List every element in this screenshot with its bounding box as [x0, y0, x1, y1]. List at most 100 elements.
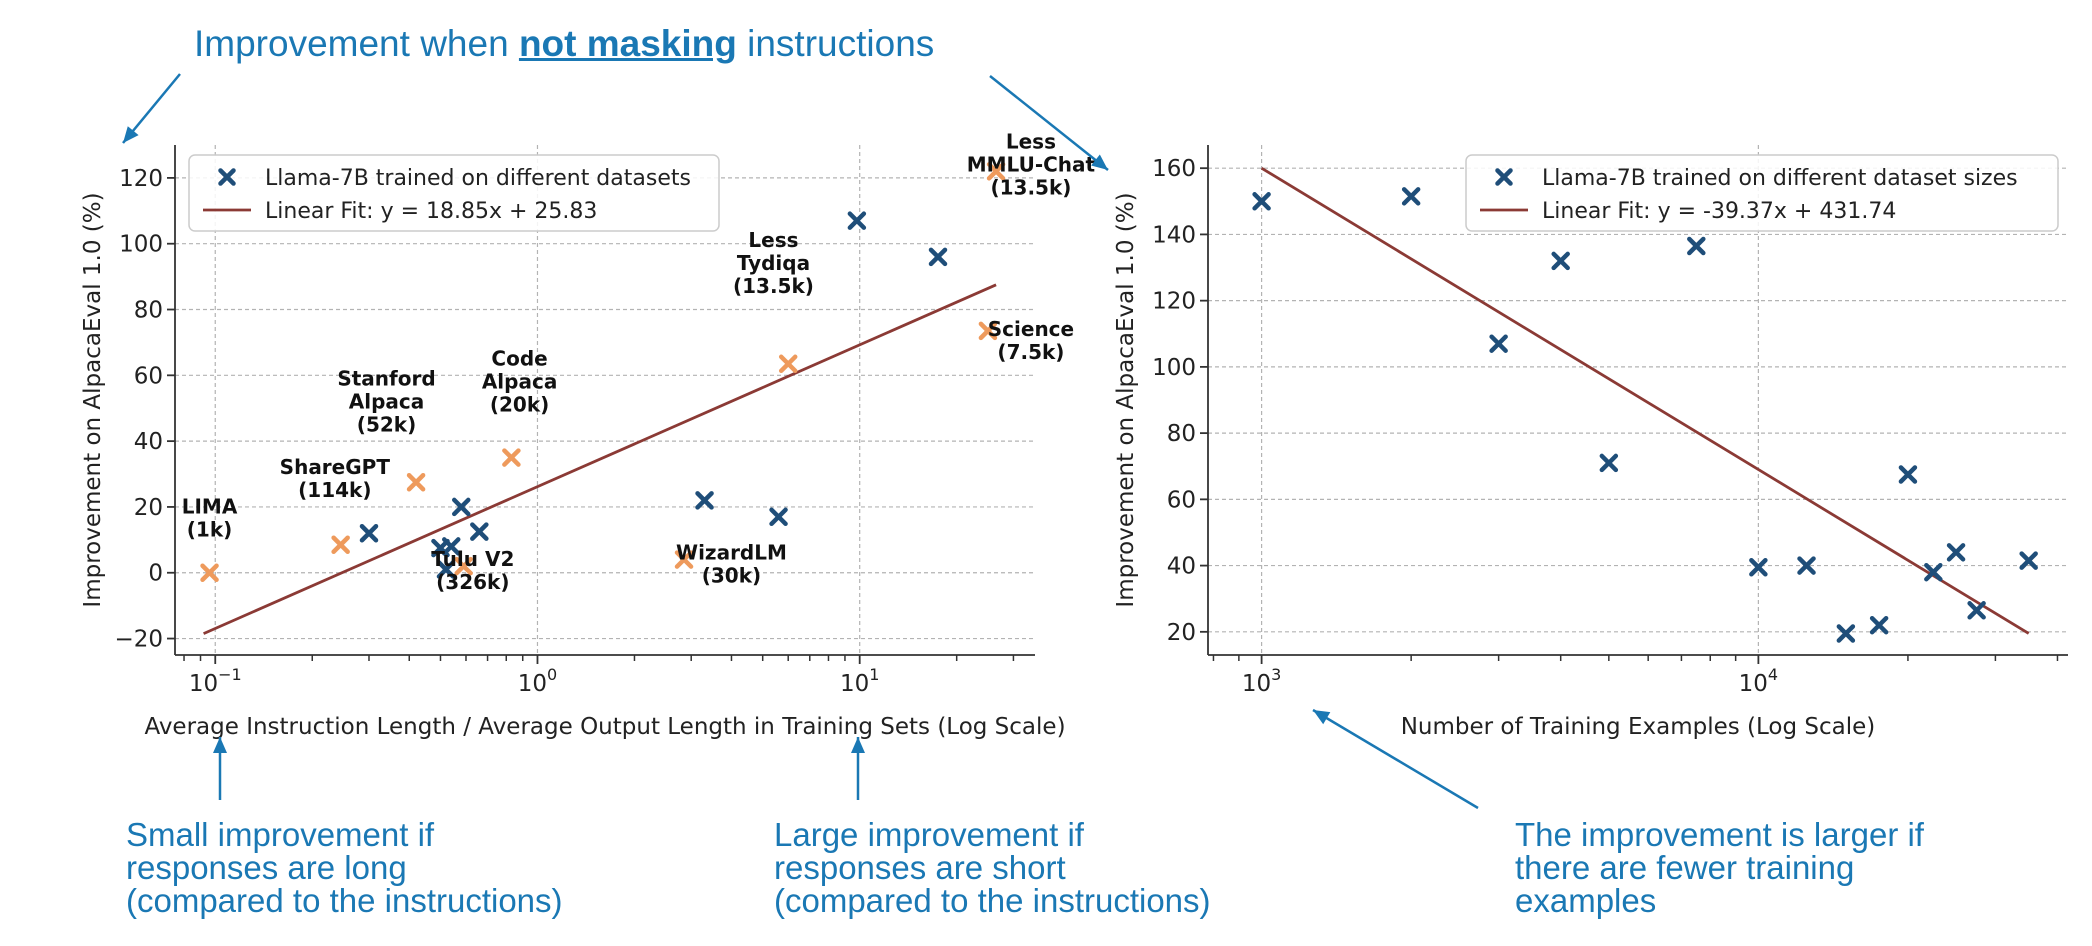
y-axis-label: Improvement on AlpacaEval 1.0 (%) — [1113, 192, 1139, 607]
arrow-head — [123, 126, 139, 143]
x-tick-base: 10 — [840, 671, 869, 697]
dataset-label: LIMA (1k) — [182, 495, 238, 542]
dataset-label: ShareGPT (114k) — [280, 455, 391, 502]
x-tick-exponent: 3 — [1271, 665, 1281, 684]
arrow-head — [851, 737, 865, 753]
dataset-label-line: LIMA — [182, 495, 238, 519]
note-fewer-examples: The improvement is larger if there are f… — [1515, 816, 1924, 919]
blue-data-point — [928, 247, 948, 267]
marker-stroke — [986, 162, 1006, 181]
blue-data-point — [1551, 251, 1570, 271]
marker-stroke — [2019, 551, 2038, 570]
orange-data-point — [978, 321, 998, 341]
marker-stroke — [359, 524, 379, 543]
blue-data-point — [1924, 562, 1943, 582]
marker-stroke — [1898, 465, 1918, 484]
dataset-label-line: (7.5k) — [997, 340, 1064, 364]
marker-stroke — [470, 522, 489, 541]
blue-data-point — [1749, 557, 1768, 577]
dataset-label-line: Stanford — [337, 366, 435, 390]
dataset-label-line: (13.5k) — [990, 175, 1071, 199]
marker-stroke — [778, 354, 798, 374]
x-tick-exponent: 1 — [869, 665, 879, 684]
x-tick-exponent: 4 — [1768, 665, 1778, 684]
dataset-label-line: MMLU-Chat — [967, 152, 1096, 176]
blue-data-point — [470, 522, 489, 541]
annotation-arrow — [1312, 708, 1479, 810]
orange-data-point — [454, 556, 473, 576]
dataset-label-line: Tydiqa — [737, 251, 810, 275]
dataset-label-line: (20k) — [490, 393, 549, 417]
annotation-arrow — [851, 737, 865, 800]
blue-data-point — [436, 560, 456, 579]
x-tick-label: 10−1 — [189, 665, 242, 697]
marker-stroke — [769, 507, 788, 527]
legend-label: Linear Fit: y = 18.85x + 25.83 — [265, 199, 597, 224]
blue-data-point — [1946, 543, 1966, 562]
dataset-label-line: (30k) — [702, 564, 761, 588]
dataset-label-line: Code — [491, 347, 547, 371]
dataset-label: Less MMLU-Chat (13.5k) — [967, 129, 1096, 199]
orange-data-point — [778, 354, 798, 374]
blue-data-point — [1401, 187, 1421, 206]
marker-stroke — [1687, 236, 1706, 256]
dataset-label-line: Tulu V2 — [431, 547, 514, 571]
marker-stroke — [1252, 192, 1271, 211]
marker-stroke — [1869, 615, 1889, 635]
marker-stroke — [1797, 556, 1816, 575]
dataset-label-line: ShareGPT — [280, 455, 391, 479]
orange-data-point — [200, 563, 219, 582]
marker-stroke — [1749, 557, 1768, 577]
marker-stroke — [1489, 334, 1508, 353]
blue-data-point — [451, 497, 471, 517]
legend-marker-icon — [1495, 168, 1513, 186]
legend-label: Llama-7B trained on different dataset si… — [1542, 166, 2018, 191]
x-tick-exponent: 0 — [547, 665, 557, 684]
y-tick-label: 100 — [1152, 355, 1196, 381]
dataset-label: WizardLM (30k) — [676, 541, 787, 588]
blue-data-point — [359, 524, 379, 543]
marker-stroke — [1946, 543, 1966, 562]
blue-data-point — [1687, 236, 1706, 256]
dataset-label-line: Less — [748, 228, 798, 252]
dataset-label-line: (326k) — [436, 570, 509, 594]
note-long-responses: Small improvement if responses are long … — [126, 816, 563, 919]
dataset-label: Code Alpaca (20k) — [482, 347, 558, 417]
blue-data-point — [1898, 465, 1918, 484]
dataset-label-line: Alpaca — [349, 389, 425, 413]
x-axis-label: Number of Training Examples (Log Scale) — [1401, 714, 1876, 740]
arrow-shaft — [989, 75, 1109, 171]
blue-data-point — [1489, 334, 1508, 353]
arrow-head — [1091, 154, 1108, 170]
marker-stroke — [1924, 562, 1943, 582]
marker-stroke — [1551, 251, 1570, 271]
orange-data-point — [674, 550, 694, 569]
orange-data-point — [406, 473, 426, 492]
marker-stroke — [674, 550, 694, 569]
blue-data-point — [847, 211, 867, 230]
marker-stroke — [847, 211, 867, 230]
x-tick-label: 103 — [1242, 665, 1281, 697]
blue-data-point — [1967, 601, 1986, 620]
note-short-responses: Large improvement if responses are short… — [774, 816, 1211, 919]
blue-data-point — [695, 491, 714, 510]
orange-data-point — [331, 535, 350, 555]
x-tick-base: 10 — [189, 671, 218, 697]
dataset-label-line: Less — [1006, 129, 1056, 153]
marker-stroke — [1967, 601, 1986, 620]
x-axis-label: Average Instruction Length / Average Out… — [144, 714, 1065, 740]
marker-stroke — [441, 537, 461, 556]
marker-stroke — [200, 563, 219, 582]
headline-emphasis: not masking — [518, 23, 737, 64]
y-tick-label: 20 — [134, 495, 163, 521]
dataset-label: Less Tydiqa (13.5k) — [733, 228, 814, 298]
orange-data-point — [986, 162, 1006, 181]
dataset-label-line: (13.5k) — [733, 274, 814, 298]
blue-data-point — [1252, 192, 1271, 211]
blue-data-point — [1797, 556, 1816, 575]
marker-stroke — [1836, 624, 1856, 643]
marker-stroke — [436, 560, 456, 579]
y-tick-label: 80 — [1167, 421, 1196, 447]
annotation-arrow — [213, 737, 227, 800]
